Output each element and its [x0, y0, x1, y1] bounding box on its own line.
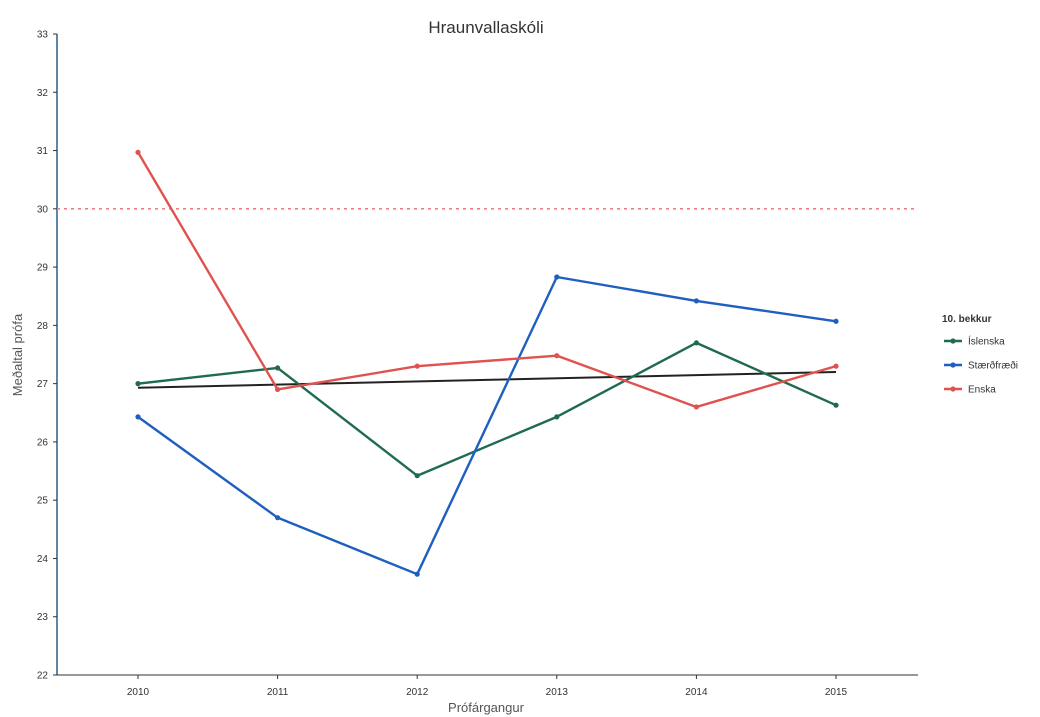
- legend-label-i-slenska: Íslenska: [968, 335, 1005, 348]
- data-point-i-slenska: [135, 381, 141, 387]
- x-axis: 2010 2011 2012 2013 2014 2015: [57, 674, 918, 698]
- data-point-st-r-fr-i: [693, 298, 700, 304]
- y-tick-label: 27: [37, 379, 49, 390]
- data-point-st-r-fr-i: [135, 414, 141, 420]
- data-point-enska: [693, 404, 700, 410]
- data-point-enska: [833, 363, 839, 369]
- data-point-st-r-fr-i: [275, 515, 281, 521]
- data-point-i-slenska: [275, 365, 281, 371]
- y-tick-label: 26: [37, 437, 49, 448]
- y-tick-label: 29: [37, 263, 49, 274]
- x-tick-label: 2015: [825, 687, 848, 698]
- y-tick-label: 32: [37, 88, 49, 99]
- legend-label-st-r-fr-i: Stærðfræði: [968, 360, 1018, 372]
- data-point-i-slenska: [554, 414, 560, 420]
- data-point-i-slenska: [414, 473, 420, 479]
- legend-label-enska: Enska: [968, 385, 996, 396]
- legend-marker-i-slenska: [950, 338, 956, 344]
- legend: 10. bekkur Íslenska Stærðfræði Enska: [942, 314, 1018, 396]
- chart-title: Hraunvallaskóli: [428, 18, 543, 37]
- x-tick-label: 2014: [685, 687, 708, 698]
- y-axis-title: Meðaltal prófa: [10, 313, 25, 396]
- y-tick-label: 24: [37, 554, 49, 565]
- trend-line: [137, 370, 837, 389]
- legend-title: 10. bekkur: [942, 314, 992, 325]
- y-tick-label: 31: [37, 146, 49, 157]
- y-tick-label: 28: [37, 321, 49, 332]
- data-point-i-slenska: [693, 340, 700, 346]
- data-point-i-slenska: [833, 402, 839, 408]
- x-tick-label: 2011: [267, 687, 289, 698]
- data-point-enska: [275, 386, 281, 393]
- series-line-i-slenska: [137, 341, 837, 477]
- y-tick-label: 25: [37, 496, 49, 507]
- y-tick-label: 33: [37, 30, 49, 41]
- series-line-st-r-fr-i: [137, 275, 837, 576]
- series-group: [135, 149, 839, 577]
- x-tick-label: 2013: [546, 687, 569, 698]
- y-tick-label: 22: [37, 671, 49, 682]
- data-point-st-r-fr-i: [833, 318, 839, 324]
- y-tick-label: 30: [37, 204, 49, 215]
- data-point-enska: [554, 353, 560, 359]
- x-tick-label: 2010: [127, 687, 150, 698]
- y-axis: 22 23 24 25 26 27 28 29 30 31 32 33: [37, 30, 58, 682]
- x-axis-title: Prófárgangur: [448, 700, 525, 715]
- legend-marker-st-r-fr-i: [950, 362, 956, 368]
- data-point-enska: [135, 149, 141, 155]
- data-point-st-r-fr-i: [414, 571, 420, 577]
- y-tick-label: 23: [37, 612, 49, 623]
- x-tick-label: 2012: [406, 687, 429, 698]
- reference-lines: [57, 208, 918, 389]
- data-point-enska: [414, 363, 420, 369]
- series-line-enska: [136, 151, 837, 409]
- data-point-st-r-fr-i: [554, 274, 560, 280]
- legend-marker-enska: [950, 386, 956, 392]
